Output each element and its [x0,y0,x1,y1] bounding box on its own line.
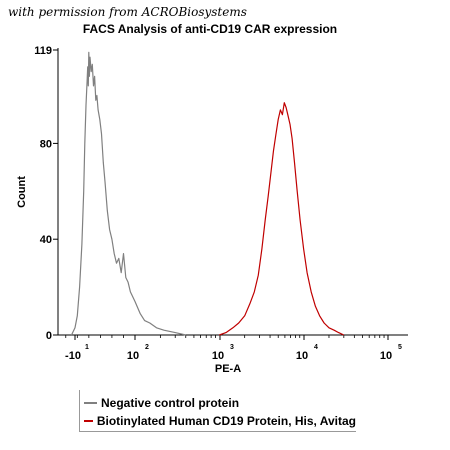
x-tick-exp-1000: 3 [230,344,234,351]
x-tick-label-100000: 10 [380,350,392,362]
x-tick-label-1000: 10 [212,350,224,362]
legend-label-negative: Negative control protein [101,396,240,410]
watermark-text: with permission from ACROBiosystems [8,5,247,19]
x-tick-label-10000: 10 [296,350,308,362]
y-axis-title: Count [16,176,28,208]
plot-area: 0 40 80 119 -10 1 10 2 10 3 10 4 10 5 [34,45,408,362]
legend-label-cd19: Biotinylated Human CD19 Protein, His, Av… [96,414,356,428]
y-tick-label-80: 80 [40,138,52,150]
y-tick-label-40: 40 [40,234,52,246]
x-tick-exp--10: 1 [85,344,89,351]
legend-item-negative: Negative control protein [84,394,356,412]
legend: Negative control protein Biotinylated Hu… [79,390,356,432]
x-tick-label--10: -10 [65,350,81,362]
legend-item-cd19: Biotinylated Human CD19 Protein, His, Av… [84,412,356,430]
x-tick-exp-100: 2 [145,344,149,351]
y-tick-label-119: 119 [34,45,52,57]
x-tick-exp-100000: 5 [398,344,402,351]
x-axis-title: PE-A [215,363,241,375]
x-tick-label-100: 10 [127,350,139,362]
series-line-0 [70,51,186,336]
legend-swatch-cd19 [84,420,93,422]
y-tick-label-0: 0 [46,330,52,342]
legend-swatch-negative [84,402,97,404]
series-line-1 [219,102,345,336]
chart-title: FACS Analysis of anti-CD19 CAR expressio… [83,22,337,36]
x-tick-exp-10000: 4 [314,344,318,351]
